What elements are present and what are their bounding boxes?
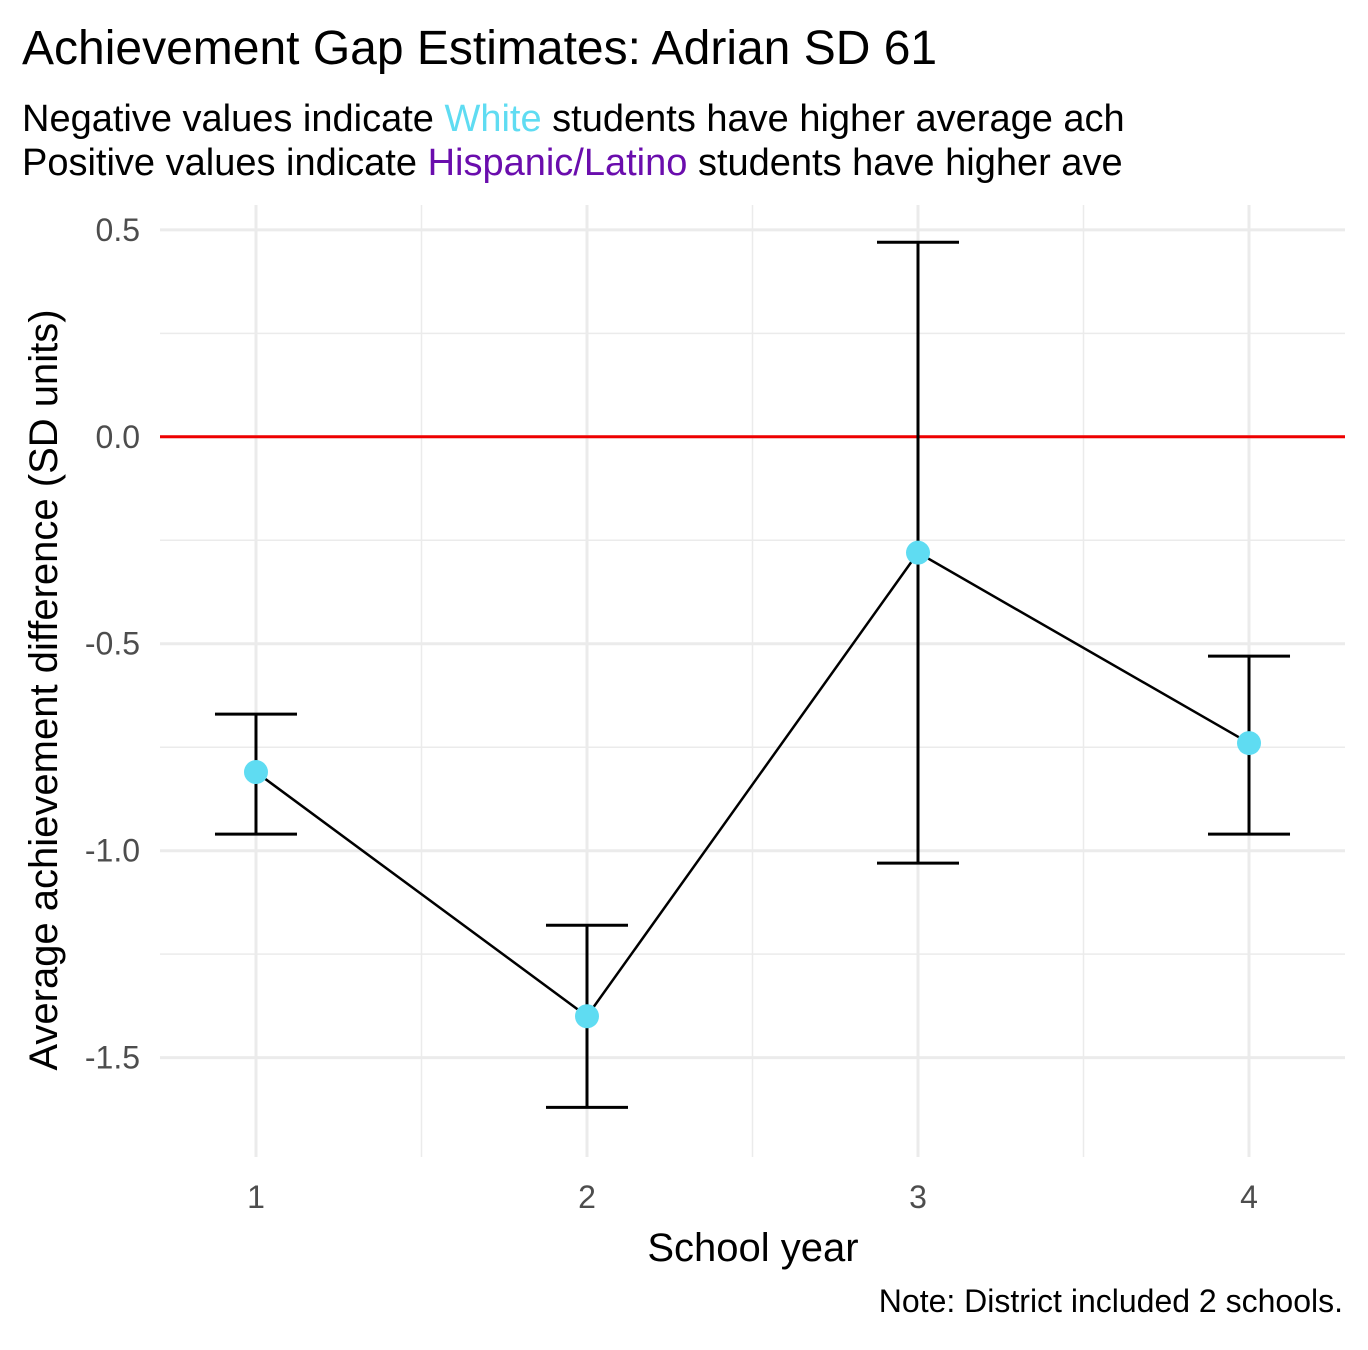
subtitle-line-1-before: Negative values indicate <box>22 98 444 140</box>
x-tick-label: 1 <box>247 1179 265 1215</box>
y-tick-label: -1.0 <box>85 833 140 869</box>
chart-title: Achievement Gap Estimates: Adrian SD 61 <box>22 22 937 75</box>
y-tick-label: -1.5 <box>85 1040 140 1076</box>
subtitle-line-2: Positive values indicate Hispanic/Latino… <box>22 142 1123 184</box>
chart-caption: Note: District included 2 schools. <box>879 1283 1343 1319</box>
data-point <box>1237 731 1262 756</box>
subtitle-hispanic-highlight: Hispanic/Latino <box>428 142 688 184</box>
y-tick-label: -0.5 <box>85 626 140 662</box>
y-tick-label: 0.5 <box>96 212 140 248</box>
data-point <box>243 760 268 785</box>
subtitle-line-1: Negative values indicate White students … <box>22 98 1125 140</box>
subtitle-line-1-after: students have higher average ach <box>542 98 1125 140</box>
y-axis-title: Average achievement difference (SD units… <box>22 309 66 1070</box>
series-line <box>255 551 1250 1019</box>
data-point <box>574 1004 599 1029</box>
y-tick-label: 0.0 <box>96 419 140 455</box>
data-point <box>906 540 931 565</box>
x-tick-label: 3 <box>909 1179 927 1215</box>
x-tick-label: 4 <box>1240 1179 1258 1215</box>
x-axis-title: School year <box>647 1226 858 1270</box>
plot-area: 0.5 0.0 -0.5 -1.0 -1.5 1 2 3 4 <box>85 205 1345 1215</box>
subtitle-white-highlight: White <box>444 98 541 140</box>
subtitle-line-2-before: Positive values indicate <box>22 142 428 184</box>
subtitle-line-2-after: students have higher ave <box>687 142 1122 184</box>
x-tick-label: 2 <box>578 1179 596 1215</box>
